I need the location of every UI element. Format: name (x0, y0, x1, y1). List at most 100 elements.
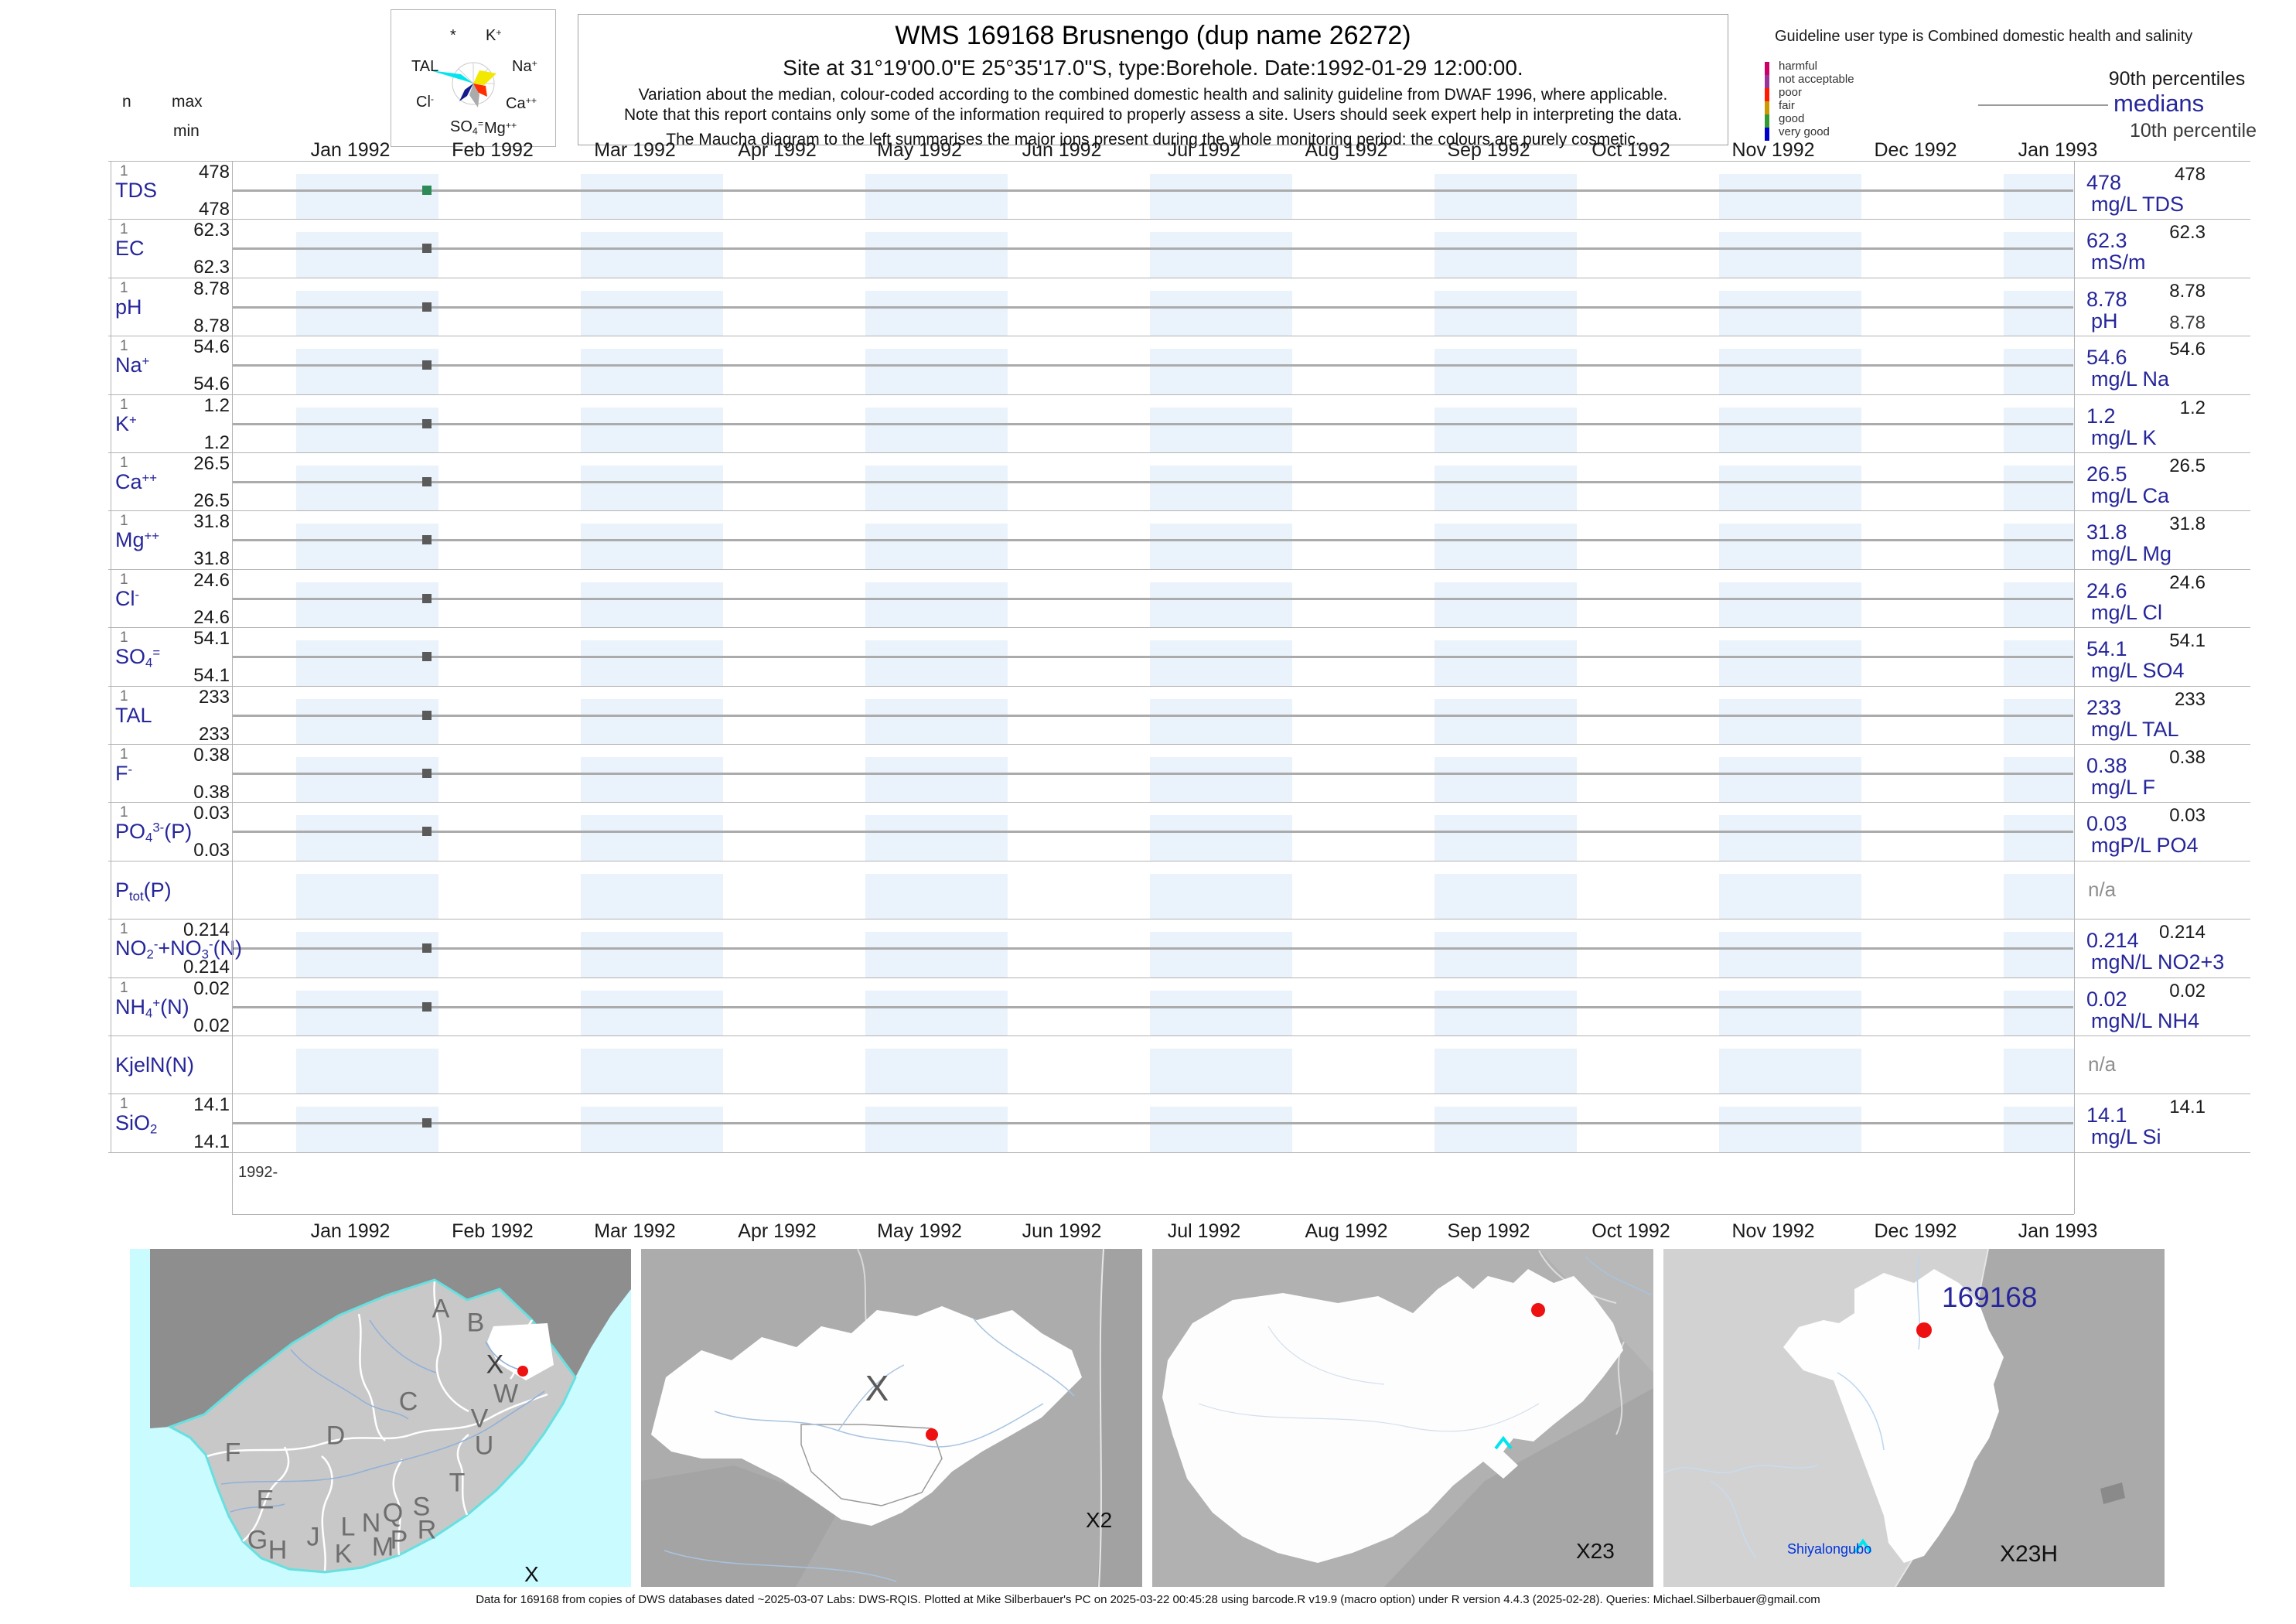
month-label: Jan 1992 (310, 1220, 391, 1242)
month-band (2004, 407, 2074, 452)
median-value: 1.2 (2086, 404, 2116, 428)
drainage-region-letter-J: J (306, 1522, 320, 1552)
month-band (1150, 1049, 1292, 1094)
month-band (2004, 1049, 2074, 1094)
month-band (865, 349, 1008, 394)
sample-count: 1 (120, 1096, 128, 1113)
median-value: 233 (2086, 695, 2122, 719)
maucha-label-star: * (450, 27, 456, 44)
month-band (581, 990, 723, 1035)
row-divider (108, 802, 2250, 803)
month-band (2004, 232, 2074, 278)
month-band (1150, 582, 1292, 628)
sample-count: 1 (120, 687, 128, 705)
guideline-class-swatch (1765, 101, 1769, 114)
drainage-region-letter-P: P (390, 1525, 408, 1555)
month-band (1435, 524, 1577, 569)
median-value: 14.1 (2086, 1104, 2127, 1128)
site-region-letter: X (486, 1349, 504, 1380)
month-band (1150, 466, 1292, 511)
chart-frame-bottom (232, 1214, 2074, 1215)
month-band (296, 932, 438, 977)
median-value: 54.1 (2086, 637, 2127, 661)
min-column-header: min (173, 122, 200, 140)
month-band (581, 1107, 723, 1152)
month-band (2004, 1107, 2074, 1152)
sample-point (422, 769, 432, 778)
month-band (865, 524, 1008, 569)
sample-point (422, 943, 432, 954)
site-id-label: 169168 (1942, 1281, 2038, 1313)
maucha-diagram-legend: * K+ TAL Na+ Cl- Ca++ SO4= Mg++ (391, 9, 556, 147)
unit-label: mg/L TAL (2091, 717, 2179, 741)
month-band (865, 932, 1008, 977)
min-value: 62.3 (193, 257, 230, 278)
guideline-class-swatch (1765, 114, 1769, 128)
parameter-label-NH4: NH4+(N) (115, 995, 189, 1021)
month-band (296, 815, 438, 861)
month-band (1150, 932, 1292, 977)
month-band (1150, 349, 1292, 394)
min-value: 14.1 (193, 1131, 230, 1153)
month-band (296, 698, 438, 744)
row-divider (108, 510, 2250, 512)
parameter-label-Ca: Ca++ (115, 470, 158, 493)
na-value: n/a (2088, 877, 2117, 901)
sample-count: 1 (120, 629, 128, 647)
guideline-class-swatch (1765, 88, 1769, 101)
month-band (865, 640, 1008, 686)
month-label: Dec 1992 (1874, 1220, 1957, 1242)
sample-point (422, 477, 432, 486)
p90-value: 0.02 (2169, 980, 2206, 1001)
unit-label: pH (2091, 309, 2118, 333)
month-label: Nov 1992 (1731, 1220, 1815, 1242)
month-label: Oct 1992 (1592, 1220, 1670, 1242)
month-band (1719, 757, 1861, 803)
parameter-label-PO4: PO43-(P) (115, 820, 193, 846)
row-divider (108, 1093, 2250, 1095)
drainage-region-letter-D: D (326, 1421, 346, 1451)
month-band (296, 640, 438, 686)
month-band (581, 757, 723, 803)
month-label: Aug 1992 (1305, 1220, 1388, 1242)
guideline-class-swatch (1765, 62, 1769, 75)
p90-value: 24.6 (2169, 571, 2206, 593)
month-band (1719, 932, 1861, 977)
month-label: Feb 1992 (452, 1220, 534, 1242)
month-band (296, 174, 438, 220)
n-column-header: n (122, 93, 131, 111)
sample-point (422, 1001, 432, 1012)
drainage-region-letter-S: S (412, 1492, 431, 1522)
month-band (581, 582, 723, 628)
month-band (1719, 698, 1861, 744)
month-band (2004, 757, 2074, 803)
site-marker-dot (926, 1428, 938, 1441)
month-band (296, 1107, 438, 1152)
max-value: 0.03 (193, 803, 230, 824)
median-line (233, 831, 2073, 834)
unit-label: mg/L Si (2091, 1125, 2161, 1149)
min-value: 0.214 (183, 957, 230, 978)
sample-point (422, 535, 432, 545)
panel1-corner-label: X (524, 1562, 539, 1586)
sample-count: 1 (120, 979, 128, 996)
p10-legend-label: 10th percentile (2129, 120, 2257, 142)
month-label: Jan 1993 (2018, 139, 2098, 161)
month-label: May 1992 (877, 139, 962, 161)
drainage-region-letter-Q: Q (382, 1498, 404, 1528)
month-band (1435, 757, 1577, 803)
median-line (233, 247, 2073, 251)
median-line (233, 539, 2073, 542)
row-divider (108, 977, 2250, 978)
note-line-3: The Maucha diagram to the left summarise… (666, 131, 1640, 148)
median-line (233, 773, 2073, 775)
catchment-x23-map-icon (1152, 1249, 1653, 1587)
sample-point (422, 186, 432, 195)
month-band (1150, 873, 1292, 919)
p90-value: 233 (2174, 688, 2206, 710)
month-band (865, 290, 1008, 336)
p90-value: 0.214 (2158, 922, 2206, 943)
month-band (296, 290, 438, 336)
month-band (1150, 524, 1292, 569)
